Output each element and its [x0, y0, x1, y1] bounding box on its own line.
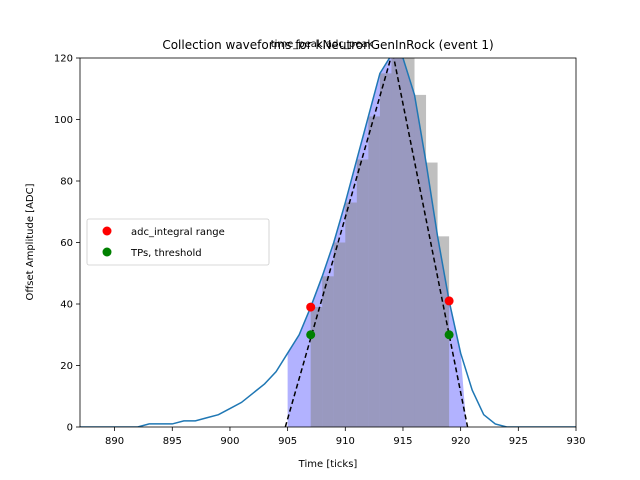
x-tick-label: 890: [105, 436, 124, 447]
y-axis-label: Offset Amplitude [ADC]: [25, 183, 36, 300]
x-axis-label: Time [ticks]: [298, 459, 358, 470]
y-tick-label: 100: [54, 115, 73, 126]
signal-bar: [379, 73, 392, 427]
x-tick-label: 900: [220, 436, 239, 447]
integral-range-point: [444, 296, 454, 306]
legend: adc_integral range TPs, threshold: [86, 218, 270, 266]
legend-label-integral: adc_integral range: [131, 227, 225, 238]
triangle-fit-line: [284, 58, 469, 427]
signal-bar: [310, 307, 323, 427]
threshold-point: [306, 330, 316, 340]
integral-range-point: [306, 302, 316, 312]
legend-frame: [86, 218, 270, 266]
waveform-line: [80, 58, 576, 427]
chart-title: Collection waveforms for kNeutronGenInRo…: [162, 38, 493, 52]
signal-bar: [437, 236, 450, 427]
x-tick-label: 925: [509, 436, 528, 447]
signal-bar: [391, 58, 403, 427]
y-tick-label: 80: [60, 177, 73, 188]
signal-bar: [414, 94, 427, 427]
x-tick-label: 895: [163, 436, 182, 447]
signal-bar: [322, 276, 334, 427]
y-tick-label: 20: [60, 361, 73, 372]
x-tick-label: 930: [566, 436, 585, 447]
signal-bar: [426, 162, 438, 427]
signal-bar: [333, 242, 346, 427]
y-tick-label: 0: [67, 423, 73, 434]
y-tick-label: 40: [60, 300, 73, 311]
peak-annotation: time_peak,adc_peak: [271, 39, 374, 50]
x-tick-label: 905: [278, 436, 297, 447]
y-tick-label: 60: [60, 238, 73, 249]
y-tick-label: 120: [54, 54, 73, 65]
x-tick-label: 915: [393, 436, 412, 447]
signal-bar: [356, 159, 369, 427]
signal-bar: [402, 58, 415, 427]
x-tick-label: 920: [451, 436, 470, 447]
legend-label-threshold: TPs, threshold: [130, 248, 202, 259]
signal-bar: [345, 202, 357, 427]
legend-marker-threshold: [102, 247, 112, 257]
signal-bar: [368, 116, 380, 427]
x-tick-label: 910: [336, 436, 355, 447]
legend-marker-integral: [102, 226, 112, 236]
threshold-point: [444, 330, 454, 340]
